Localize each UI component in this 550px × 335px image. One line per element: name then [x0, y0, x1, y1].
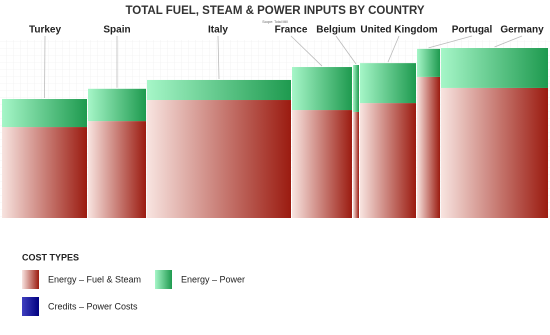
bar-segment: [360, 103, 416, 218]
category-label: Spain: [103, 25, 130, 36]
legend-swatch: [22, 297, 39, 316]
bar-segment: [88, 88, 146, 122]
bar-segment: [353, 65, 359, 112]
category-label: Portugal: [452, 25, 493, 36]
category-label: Turkey: [29, 25, 61, 36]
category-label: Germany: [500, 25, 544, 36]
legend-swatch: [155, 270, 172, 289]
category-label: Italy: [208, 25, 228, 36]
bar-segment: [147, 79, 291, 101]
leader-line: [494, 35, 523, 48]
bar-segment: [292, 110, 352, 218]
leader-line: [335, 35, 357, 65]
category-label: United Kingdom: [360, 25, 437, 36]
bar-segment: [2, 99, 87, 128]
leader-line: [387, 35, 400, 63]
legend-swatch: [22, 270, 39, 289]
leader-line: [290, 35, 323, 67]
bar-segment: [360, 63, 416, 104]
leader-line: [44, 35, 46, 99]
legend-label: Energy – Power: [181, 274, 245, 284]
legend-title: COST TYPES: [22, 252, 79, 262]
bar-segment: [441, 48, 548, 88]
bar-segment: [147, 100, 291, 218]
bar-segment: [2, 127, 87, 218]
bar-segment: [292, 67, 352, 111]
legend-label: Credits – Power Costs: [48, 301, 138, 311]
category-label: Belgium: [316, 25, 356, 36]
bar-segment: [441, 87, 548, 218]
bar-segment: [417, 48, 440, 77]
bar-segment: [353, 111, 359, 218]
bar-segment: [417, 76, 440, 219]
category-label: France: [275, 25, 308, 36]
leader-line: [428, 35, 473, 49]
chart-subtitle: Scope: Total Mill: [262, 20, 288, 24]
bar-segment: [88, 121, 146, 218]
chart-title: TOTAL FUEL, STEAM & POWER INPUTS BY COUN…: [125, 5, 424, 17]
leader-line: [217, 35, 220, 79]
legend-label: Energy – Fuel & Steam: [48, 274, 141, 284]
